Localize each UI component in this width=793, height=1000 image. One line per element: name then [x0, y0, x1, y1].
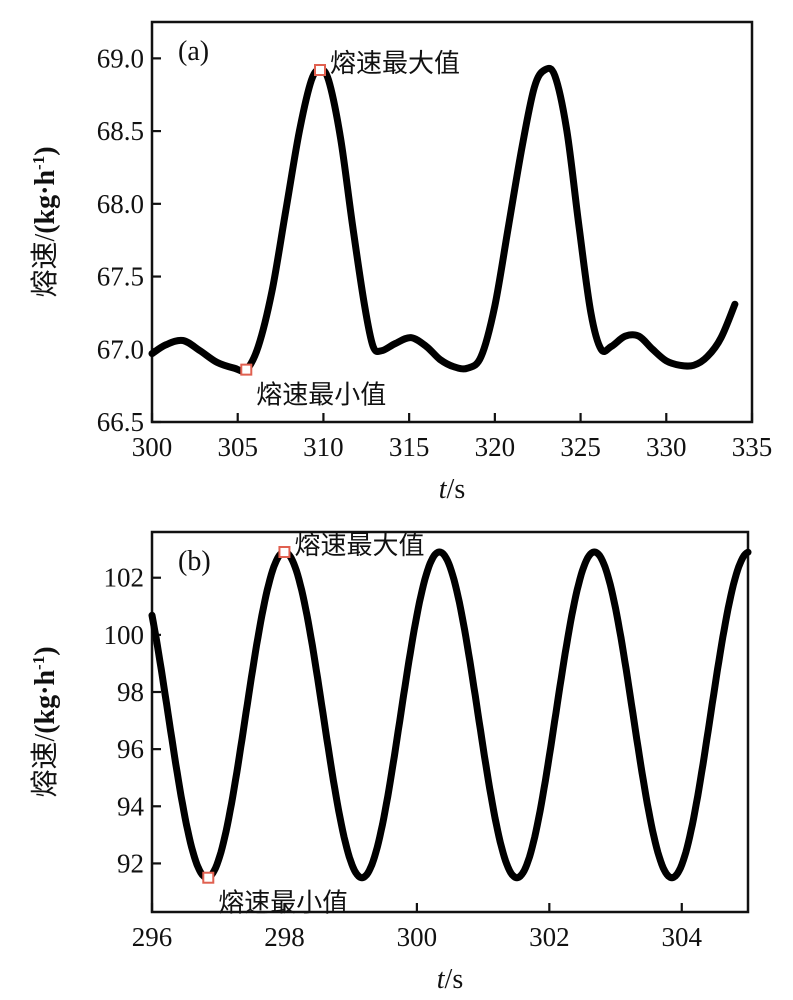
y-tick-label: 68.0	[97, 189, 144, 219]
chart-panel-a: 66.5 67.0 67.5 68.0 68.5 69.0 300 305 310 315 320…	[29, 20, 773, 505]
x-tick-label: 320	[475, 432, 516, 462]
x-axis-title-var-a: t	[439, 474, 448, 505]
y-tick-label: 67.0	[97, 334, 144, 364]
x-axis-title-unit-b: /s	[445, 964, 464, 995]
x-axis-title-a: t/s	[439, 474, 465, 505]
x-tick-label: 315	[389, 432, 430, 462]
y-axis-title-exp-a: -1	[29, 156, 48, 170]
panel-label-a: (a)	[178, 36, 209, 67]
x-tick-label: 300	[132, 432, 173, 462]
y-tick-label: 69.0	[97, 43, 144, 73]
annotation-marker	[202, 871, 215, 884]
x-axis-title-var-b: t	[437, 964, 446, 995]
y-axis-title-unit-a: (kg·h	[30, 170, 61, 234]
y-tick-label: 96	[117, 734, 144, 764]
plot-frame-b	[150, 530, 750, 914]
annotation-marker	[240, 363, 253, 376]
x-tick-label: 302	[529, 922, 570, 952]
x-tick-label: 330	[646, 432, 687, 462]
x-tick-label: 325	[560, 432, 601, 462]
x-axis-title-unit-a: /s	[447, 474, 466, 505]
annotation-marker	[278, 546, 291, 558]
y-axis-title-exp-b: -1	[29, 656, 48, 670]
y-axis-title-unit-b: (kg·h	[30, 670, 61, 734]
y-axis-title-prefix-b: 熔速/	[29, 734, 61, 798]
y-tick-label: 67.5	[97, 262, 144, 292]
x-tick-label: 305	[217, 432, 258, 462]
y-axis-title-a: 熔速/(kg·h-1)	[29, 146, 61, 297]
x-tick-label: 300	[397, 922, 438, 952]
annotation-label: 熔速最小值	[256, 381, 386, 411]
chart-panel-b: 92 94 96 98 100 102 296 298 300 302 304 熔速最大值熔速最小…	[29, 530, 752, 995]
x-axis-title-b: t/s	[437, 964, 463, 995]
y-ticks-b: 92 94 96 98 100 102	[104, 563, 161, 878]
y-tick-label: 100	[104, 620, 145, 650]
y-tick-label: 94	[117, 791, 145, 821]
x-tick-label: 335	[732, 432, 773, 462]
y-ticks-a: 66.5 67.0 67.5 68.0 68.5 69.0	[97, 43, 161, 437]
y-tick-label: 68.5	[97, 116, 144, 146]
series-line-b	[148, 548, 752, 882]
annotation-label: 熔速最大值	[294, 531, 424, 561]
y-tick-label: 98	[117, 677, 144, 707]
x-tick-label: 298	[264, 922, 305, 952]
panel-label-b: (b)	[178, 546, 211, 577]
plot-frame-a	[150, 20, 754, 424]
y-axis-title-prefix-a: 熔速/	[29, 234, 61, 298]
y-tick-label: 66.5	[97, 407, 144, 437]
y-tick-label: 92	[117, 848, 144, 878]
y-axis-title-suffix-a: )	[30, 146, 61, 155]
series-line-a	[148, 64, 739, 375]
x-tick-label: 310	[303, 432, 344, 462]
annotation-label: 熔速最小值	[218, 889, 348, 919]
y-axis-title-suffix-b: )	[30, 646, 61, 655]
y-axis-title-b: 熔速/(kg·h-1)	[29, 646, 61, 797]
x-tick-label: 296	[132, 922, 173, 952]
annotation-label: 熔速最大值	[330, 49, 460, 79]
annotation-marker	[314, 64, 326, 76]
x-ticks-b: 296 298 300 302 304	[132, 903, 703, 952]
x-ticks-a: 300 305 310 315 320 325 330 335	[132, 413, 773, 462]
y-tick-label: 102	[104, 563, 145, 593]
x-tick-label: 304	[662, 922, 703, 952]
